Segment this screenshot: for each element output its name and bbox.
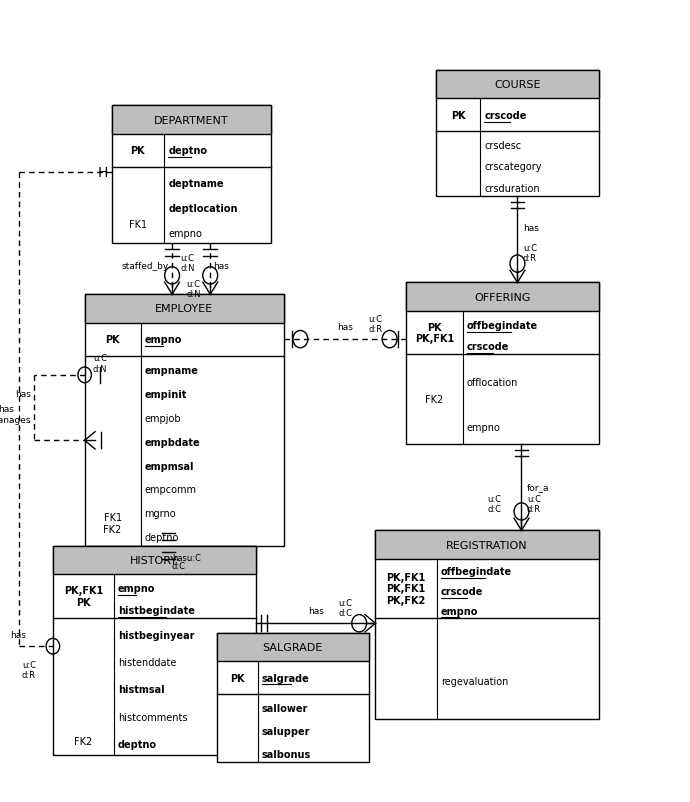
Text: empbdate: empbdate [145, 437, 200, 448]
Text: REGISTRATION: REGISTRATION [446, 540, 528, 550]
Bar [112, 107, 270, 135]
Text: PK: PK [451, 111, 466, 120]
Text: manages: manages [0, 415, 30, 424]
Text: histenddate: histenddate [118, 658, 176, 667]
Text: u:C
d:C: u:C d:C [488, 494, 502, 513]
Text: has: has [214, 261, 230, 270]
Text: PK
PK,FK1: PK PK,FK1 [415, 322, 454, 344]
Text: empno: empno [145, 334, 182, 345]
Text: crsduration: crsduration [484, 184, 540, 193]
Text: salupper: salupper [262, 726, 310, 736]
Text: u:C
d:N: u:C d:N [186, 280, 201, 299]
Text: empname: empname [145, 366, 199, 376]
Text: crscode: crscode [484, 111, 526, 120]
Text: empmsal: empmsal [145, 461, 194, 471]
Text: deptname: deptname [168, 178, 224, 188]
Text: FK1
FK2: FK1 FK2 [104, 512, 121, 534]
Text: histcomments: histcomments [118, 712, 187, 722]
Text: u:C
d:R: u:C d:R [523, 244, 537, 263]
Bar [217, 633, 368, 661]
Text: regevaluation: regevaluation [441, 676, 509, 686]
Text: crscode: crscode [441, 586, 483, 597]
Bar [112, 106, 270, 244]
Text: has: has [308, 606, 324, 615]
Text: DEPARTMENT: DEPARTMENT [154, 115, 228, 125]
Text: sallower: sallower [262, 703, 308, 713]
Text: u:C
d:N: u:C d:N [180, 253, 195, 273]
Text: has: has [337, 322, 353, 331]
Bar [53, 546, 256, 575]
Text: offbegindate: offbegindate [441, 567, 512, 577]
Bar [436, 71, 599, 99]
Text: COURSE: COURSE [494, 80, 541, 90]
Text: crscode: crscode [466, 342, 509, 352]
Text: u:C
d:R: u:C d:R [527, 494, 541, 513]
Text: histbegindate: histbegindate [118, 606, 195, 615]
Text: has: has [14, 390, 30, 399]
Text: u:C
d:C: u:C d:C [338, 598, 352, 618]
Text: empcomm: empcomm [145, 485, 197, 495]
Text: PK,FK1
PK: PK,FK1 PK [63, 585, 103, 607]
Text: histbeginyear: histbeginyear [118, 630, 195, 640]
Bar [406, 283, 599, 444]
Text: SALGRADE: SALGRADE [262, 642, 323, 652]
Text: offbegindate: offbegindate [466, 321, 538, 330]
Text: empno: empno [118, 584, 155, 593]
Text: crscategory: crscategory [484, 162, 542, 172]
Text: has: has [10, 630, 26, 639]
Text: d:C: d:C [172, 561, 186, 570]
Bar [406, 283, 599, 311]
Text: PK: PK [106, 334, 120, 345]
Text: crsdesc: crsdesc [484, 140, 521, 151]
Text: deptno: deptno [118, 739, 157, 749]
Text: u:C
d:R: u:C d:R [22, 660, 36, 679]
Bar [375, 531, 599, 559]
Text: HISTORY: HISTORY [130, 556, 178, 565]
Text: empno: empno [441, 606, 478, 616]
Text: mgrno: mgrno [145, 508, 176, 519]
Bar [85, 295, 284, 546]
Bar [53, 546, 256, 755]
Text: salbonus: salbonus [262, 749, 311, 759]
Text: empinit: empinit [145, 390, 187, 399]
Text: deptno: deptno [168, 146, 207, 156]
Text: has: has [0, 405, 14, 414]
Text: has: has [523, 224, 539, 233]
Text: empjob: empjob [145, 414, 181, 423]
Text: OFFERING: OFFERING [474, 292, 531, 302]
Text: hasu:C: hasu:C [172, 553, 201, 562]
Text: deptno: deptno [145, 533, 179, 542]
Text: deptlocation: deptlocation [168, 204, 238, 213]
Bar [85, 295, 284, 323]
Text: histmsal: histmsal [118, 685, 164, 695]
Text: staffed_by: staffed_by [121, 261, 169, 270]
Text: u:C
d:N: u:C d:N [92, 354, 107, 373]
Bar [375, 531, 599, 719]
Text: PK: PK [230, 673, 244, 683]
Bar [436, 71, 599, 196]
Text: FK2: FK2 [425, 395, 444, 404]
Text: FK2: FK2 [75, 736, 92, 746]
Text: salgrade: salgrade [262, 673, 309, 683]
Text: offlocation: offlocation [466, 378, 518, 387]
Text: u:C
d:R: u:C d:R [368, 314, 383, 334]
Text: empno: empno [168, 229, 202, 239]
Text: FK1: FK1 [129, 220, 147, 229]
Bar [217, 633, 368, 763]
Text: PK: PK [130, 146, 145, 156]
Text: PK,FK1
PK,FK1
PK,FK2: PK,FK1 PK,FK1 PK,FK2 [386, 572, 426, 605]
Text: empno: empno [466, 422, 501, 432]
Text: H: H [98, 165, 108, 180]
Text: EMPLOYEE: EMPLOYEE [155, 304, 213, 314]
Text: for_a: for_a [527, 483, 549, 492]
